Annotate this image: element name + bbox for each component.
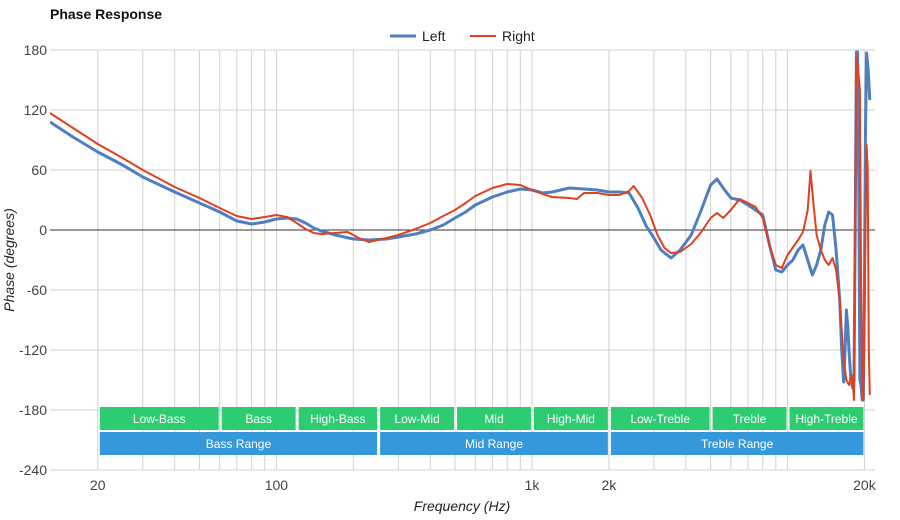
range-label: Bass Range	[206, 437, 272, 451]
band-label: High-Treble	[795, 412, 858, 426]
legend: Left Right	[390, 28, 535, 44]
series-lines	[50, 50, 872, 402]
series-line-right	[50, 54, 871, 401]
y-tick-label: -180	[19, 402, 47, 418]
band-label: Treble	[733, 412, 767, 426]
legend-label: Left	[422, 28, 445, 44]
y-tick-label: 0	[39, 222, 47, 238]
band-bar	[712, 407, 787, 430]
legend-label: Right	[502, 28, 535, 44]
y-tick-label: -240	[19, 462, 47, 478]
band-bar	[610, 407, 710, 430]
y-axis: 180 120 60 0 -60 -120 -180 -240	[19, 42, 47, 478]
y-tick-label: 180	[24, 42, 48, 58]
band-label: High-Bass	[310, 412, 365, 426]
x-axis: 20 100 1k 2k 20k	[90, 477, 877, 493]
range-label: Mid Range	[465, 437, 523, 451]
y-tick-label: -60	[27, 282, 47, 298]
frequency-bands: Low-Bass Bass High-Bass Low-Mid Mid High-Mid L…	[99, 407, 864, 455]
band-bar	[99, 407, 219, 430]
grid	[50, 49, 875, 471]
band-bar	[533, 407, 608, 430]
band-bar	[457, 407, 531, 430]
band-label: Bass	[245, 412, 272, 426]
x-tick-label: 100	[265, 477, 289, 493]
band-label: High-Mid	[547, 412, 595, 426]
band-bar	[789, 407, 864, 430]
band-bar	[380, 407, 455, 430]
y-tick-label: 120	[24, 102, 48, 118]
x-tick-label: 20k	[853, 477, 877, 493]
band-bar	[221, 407, 296, 430]
series-line-left	[50, 50, 872, 402]
band-bar	[298, 407, 378, 430]
range-bar	[99, 432, 378, 455]
range-label: Treble Range	[701, 437, 774, 451]
y-axis-title: Phase (degrees)	[1, 208, 17, 312]
x-tick-label: 2k	[601, 477, 617, 493]
y-tick-label: -120	[19, 342, 47, 358]
band-label: Mid	[484, 412, 503, 426]
band-label: Low-Bass	[133, 412, 186, 426]
x-tick-label: 1k	[525, 477, 541, 493]
band-label: Low-Treble	[630, 412, 690, 426]
range-bar	[380, 432, 608, 455]
range-bar	[610, 432, 864, 455]
band-label: Low-Mid	[394, 412, 439, 426]
chart-title: Phase Response	[50, 6, 162, 22]
x-axis-title: Frequency (Hz)	[414, 498, 510, 514]
x-tick-label: 20	[90, 477, 106, 493]
y-tick-label: 60	[31, 162, 47, 178]
